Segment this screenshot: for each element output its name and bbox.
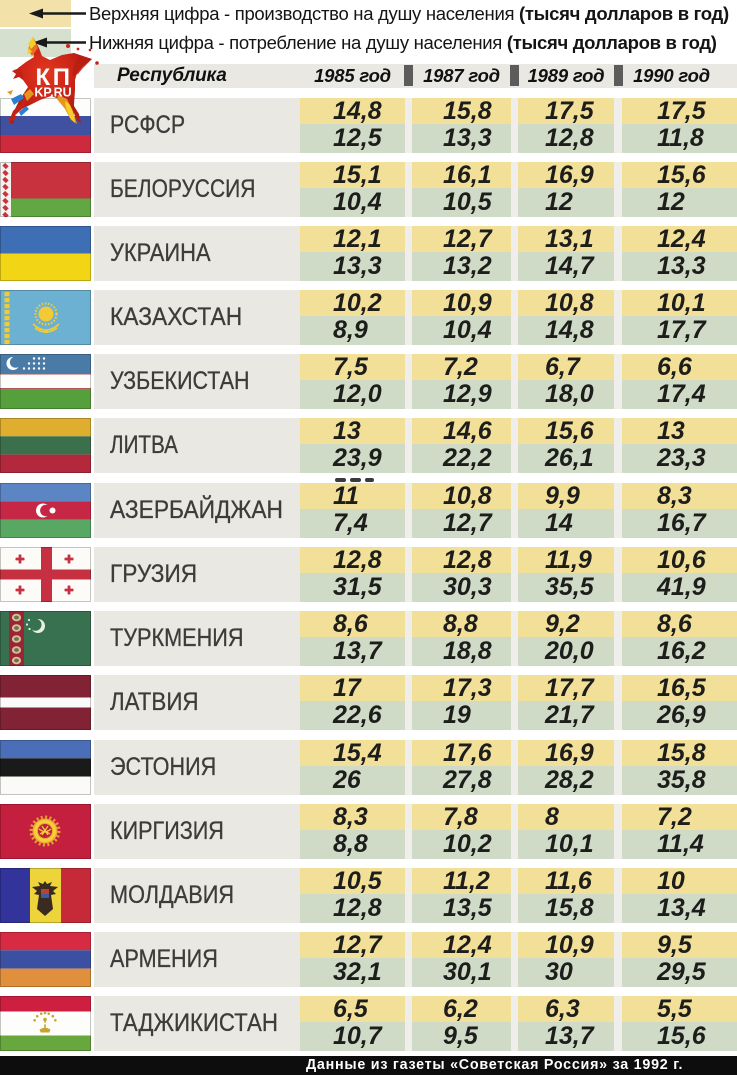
svg-text:KP.RU: KP.RU bbox=[34, 86, 71, 100]
svg-text:КП: КП bbox=[36, 64, 73, 91]
